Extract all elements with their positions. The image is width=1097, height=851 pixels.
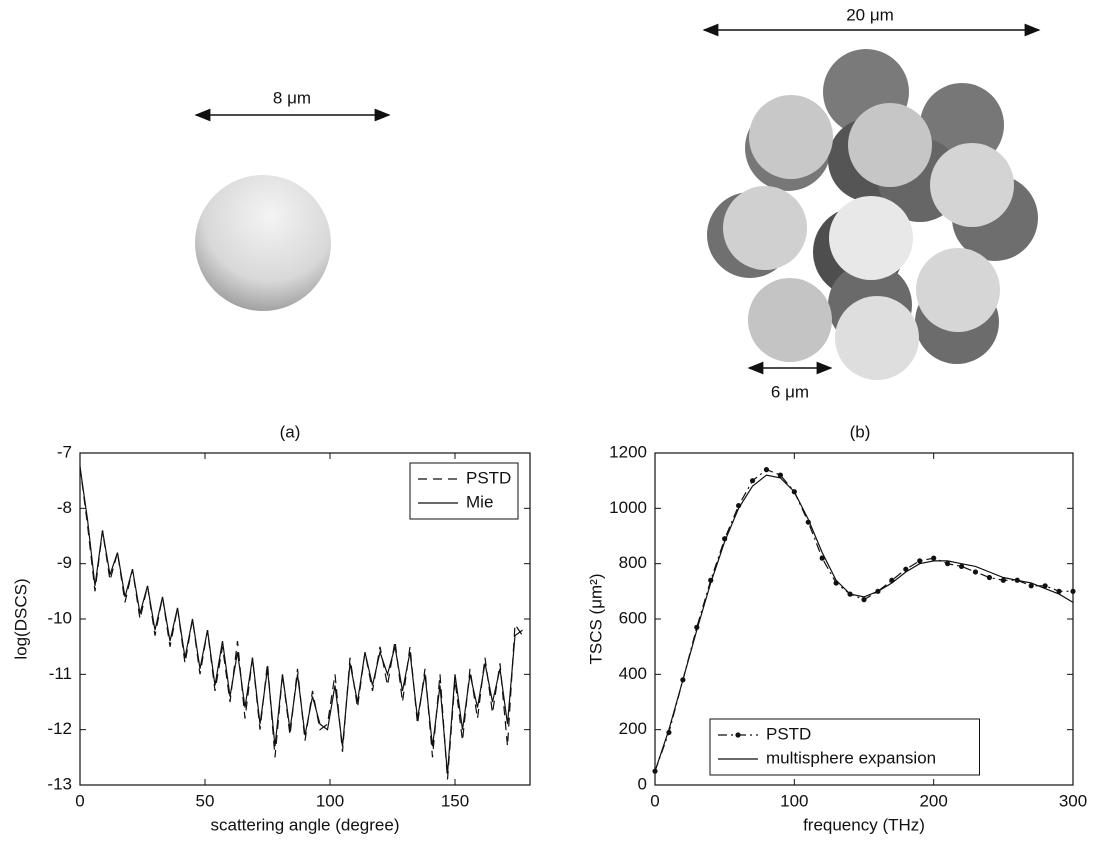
series-marker <box>861 597 867 603</box>
series-marker <box>917 558 923 564</box>
series-marker <box>819 555 825 561</box>
y-tick-label: 1200 <box>609 442 647 461</box>
series-marker <box>931 555 937 561</box>
series-marker <box>945 561 951 567</box>
x-axis-label: frequency (THz) <box>803 815 925 834</box>
y-tick-label: -11 <box>49 664 72 683</box>
legend-box <box>409 462 519 520</box>
y-tick-label: 600 <box>619 608 647 627</box>
series-marker <box>749 478 756 484</box>
y-axis-label: TSCS (μm²) <box>586 573 605 664</box>
y-tick-label: 800 <box>619 553 647 572</box>
series-line <box>654 474 1074 772</box>
y-tick-label: -7 <box>57 442 72 461</box>
dimension-label: 8 μm <box>273 88 311 107</box>
dimension-label: 6 μm <box>771 382 809 401</box>
plot-frame <box>654 452 1074 786</box>
series-marker <box>1000 577 1006 583</box>
x-tick-label: 200 <box>919 791 947 810</box>
series-marker <box>1070 588 1076 594</box>
plot-frame <box>79 452 531 786</box>
legend-marker <box>735 732 741 738</box>
y-tick-label: 400 <box>619 664 647 683</box>
series-marker <box>972 569 979 575</box>
series-marker <box>1028 583 1034 589</box>
y-tick-label: -13 <box>47 774 72 793</box>
panel-label: (a) <box>280 422 301 441</box>
series-marker <box>1056 588 1062 594</box>
x-tick-label: 300 <box>1059 791 1087 810</box>
illustration-a: 8 μm (a) <box>194 88 391 441</box>
legend-label: multisphere expansion <box>766 748 936 767</box>
series-marker <box>833 580 839 586</box>
series-marker <box>986 574 993 581</box>
panel-label: (b) <box>850 422 871 441</box>
x-tick-label: 0 <box>75 791 84 810</box>
legend-label: PSTD <box>466 468 511 487</box>
y-tick-label: -8 <box>57 498 72 517</box>
y-tick-label: -10 <box>47 608 72 627</box>
y-tick-label: -9 <box>57 553 72 572</box>
illustration-b: 20 μm 6 μm (b) <box>702 5 1041 441</box>
x-tick-label: 0 <box>650 791 659 810</box>
legend-box <box>709 718 980 776</box>
y-tick-label: 200 <box>619 719 647 738</box>
x-tick-label: 100 <box>316 791 344 810</box>
legend-label: PSTD <box>766 724 811 743</box>
sphere <box>195 175 331 311</box>
series-line <box>79 466 523 774</box>
series-marker <box>777 472 784 478</box>
x-axis-label: scattering angle (degree) <box>210 815 399 834</box>
series-marker <box>763 467 770 473</box>
series-marker <box>1042 583 1048 589</box>
series-marker <box>903 566 909 572</box>
y-tick-label: 0 <box>638 774 647 793</box>
y-axis-label: log(DSCS) <box>11 578 30 659</box>
x-tick-label: 150 <box>441 791 469 810</box>
y-tick-label: -12 <box>47 719 72 738</box>
y-tick-label: 1000 <box>609 498 647 517</box>
legend-label: Mie <box>466 492 493 511</box>
x-tick-label: 50 <box>196 791 215 810</box>
dimension-label: 20 μm <box>846 5 894 24</box>
series-marker <box>958 563 965 570</box>
x-tick-label: 100 <box>780 791 808 810</box>
sphere-cluster <box>707 49 1038 380</box>
